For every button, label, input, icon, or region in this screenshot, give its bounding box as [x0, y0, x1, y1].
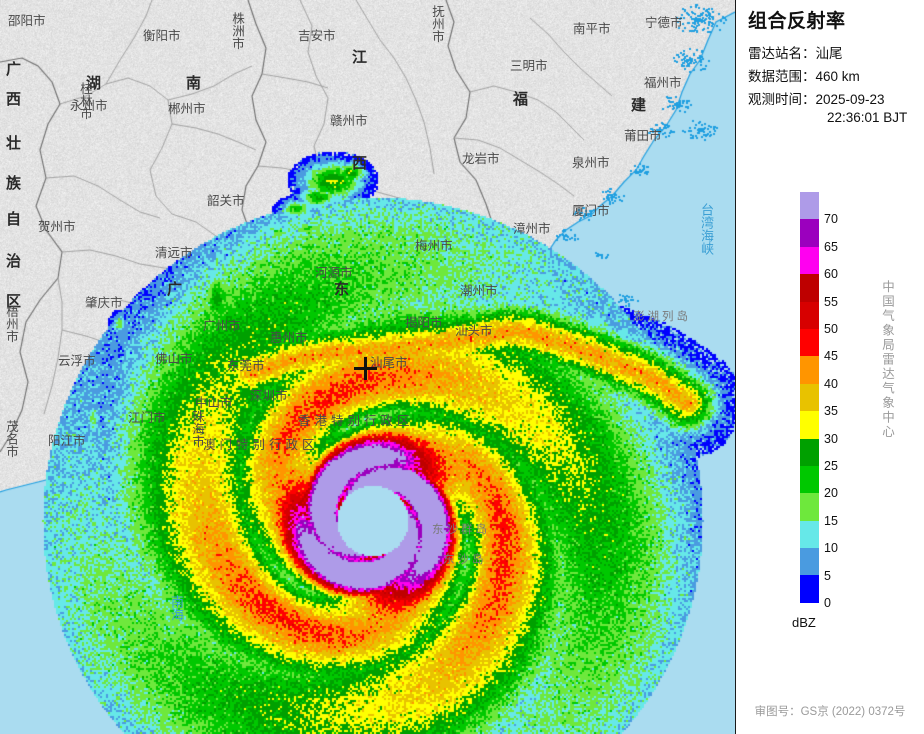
colorbar-tick-5: 5: [824, 568, 831, 583]
agency-credit: 中国气象局雷达气象中心: [880, 280, 894, 440]
colorbar-band-20: [800, 493, 819, 521]
reflectivity-colorbar: [800, 192, 819, 603]
colorbar-band-10: [800, 548, 819, 576]
colorbar-band-55: [800, 301, 819, 329]
colorbar-band-35: [800, 411, 819, 439]
meta-value-range: 460 km: [815, 69, 860, 84]
colorbar-band-40: [800, 383, 819, 412]
colorbar-tick-50: 50: [824, 322, 838, 336]
colorbar-tick-60: 60: [824, 267, 838, 282]
colorbar-tick-0: 0: [824, 596, 831, 610]
meta-label-station: 雷达站名：: [748, 46, 816, 61]
meta-value-station: 汕尾: [815, 46, 843, 61]
colorbar-band-70: [800, 219, 819, 247]
meta-value-time: 22:36:01 BJT: [827, 110, 908, 125]
map-approval-number: 审图号：GS京 (2022) 0372号: [754, 706, 906, 718]
radar-site-marker-icon: [354, 357, 377, 380]
colorbar-tick-10: 10: [824, 541, 838, 556]
colorbar-tick-15: 15: [824, 513, 838, 528]
colorbar-tick-45: 45: [824, 349, 838, 364]
colorbar-band-50: [800, 328, 819, 357]
page-title: 组合反射率: [748, 11, 846, 32]
meta-row-station: 雷达站名：汕尾: [748, 42, 843, 62]
colorbar-band-15: [800, 520, 819, 549]
colorbar-band-75: [800, 192, 819, 220]
colorbar-band-30: [800, 438, 819, 466]
colorbar-band-5: [800, 575, 819, 603]
colorbar-band-60: [800, 274, 819, 302]
colorbar-tick-25: 25: [824, 459, 838, 473]
meta-label-time: 观测时间：: [748, 92, 816, 107]
colorbar-tick-20: 20: [824, 486, 838, 501]
radar-map[interactable]: 广西壮族自治区湖南江西福建广东邵阳市 衡阳市 株洲市 抚州市 吉安市 南平市 宁德市 桂林市永…: [0, 0, 735, 734]
colorbar-unit-label: dBZ: [792, 615, 816, 630]
meta-row-time: 观测时间：2025-09-23: [748, 88, 885, 108]
colorbar-tick-30: 30: [824, 431, 838, 446]
colorbar-tick-40: 40: [824, 376, 838, 391]
colorbar-band-25: [800, 465, 819, 494]
colorbar-tick-35: 35: [824, 404, 838, 419]
meta-row-range: 数据范围：460 km: [748, 65, 860, 85]
colorbar-band-65: [800, 246, 819, 275]
info-panel: 组合反射率 雷达站名：汕尾 数据范围：460 km 观测时间：2025-09-2…: [735, 0, 924, 734]
colorbar-tick-65: 65: [824, 239, 838, 254]
colorbar-tick-70: 70: [824, 212, 838, 227]
meta-label-range: 数据范围：: [748, 69, 816, 84]
colorbar-band-45: [800, 356, 819, 384]
meta-value-date: 2025-09-23: [815, 92, 885, 107]
colorbar-tick-55: 55: [824, 294, 838, 309]
